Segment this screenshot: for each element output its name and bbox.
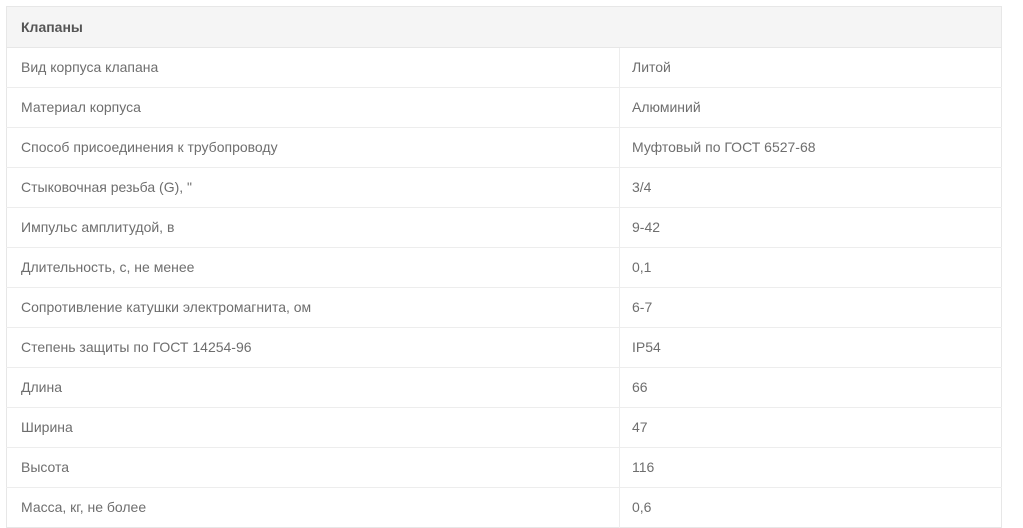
section-title: Клапаны: [6, 6, 1002, 48]
table-row: Длина 66: [6, 367, 1002, 408]
spec-name-cell: Материал корпуса: [6, 87, 620, 128]
spec-value-cell: 47: [619, 407, 1002, 448]
spec-value-cell: 0,1: [619, 247, 1002, 288]
spec-value-cell: 3/4: [619, 167, 1002, 208]
table-row: Ширина 47: [6, 407, 1002, 448]
specifications-table: Клапаны Вид корпуса клапана Литой Материал…: [6, 6, 1003, 528]
table-row: Импульс амплитудой, в 9-42: [6, 207, 1002, 248]
spec-name-cell: Длина: [6, 367, 620, 408]
spec-value-cell: Муфтовый по ГОСТ 6527-68: [619, 127, 1002, 168]
section-header-row: Клапаны: [6, 6, 1002, 48]
spec-value-cell: IP54: [619, 327, 1002, 368]
spec-name-cell: Сопротивление катушки электромагнита, ом: [6, 287, 620, 328]
spec-value-cell: 9-42: [619, 207, 1002, 248]
spec-name-cell: Степень защиты по ГОСТ 14254-96: [6, 327, 620, 368]
spec-value-cell: Алюминий: [619, 87, 1002, 128]
spec-value-cell: 66: [619, 367, 1002, 408]
table-row: Материал корпуса Алюминий: [6, 87, 1002, 128]
spec-name-cell: Стыковочная резьба (G), ": [6, 167, 620, 208]
table-row: Способ присоединения к трубопроводу Муфто…: [6, 127, 1002, 168]
spec-value-cell: Литой: [619, 47, 1002, 88]
table-row: Высота 116: [6, 447, 1002, 488]
table-body: Вид корпуса клапана Литой Материал корпуса…: [6, 47, 1002, 528]
spec-value-cell: 0,6: [619, 487, 1002, 528]
spec-name-cell: Импульс амплитудой, в: [6, 207, 620, 248]
table-row: Вид корпуса клапана Литой: [6, 47, 1002, 88]
table-header: Клапаны: [6, 6, 1002, 48]
table-row: Длительность, с, не менее 0,1: [6, 247, 1002, 288]
table-row: Масса, кг, не более 0,6: [6, 487, 1002, 528]
spec-name-cell: Ширина: [6, 407, 620, 448]
spec-name-cell: Длительность, с, не менее: [6, 247, 620, 288]
spec-name-cell: Масса, кг, не более: [6, 487, 620, 528]
spec-value-cell: 116: [619, 447, 1002, 488]
table-row: Сопротивление катушки электромагнита, ом…: [6, 287, 1002, 328]
table-row: Степень защиты по ГОСТ 14254-96 IP54: [6, 327, 1002, 368]
spec-value-cell: 6-7: [619, 287, 1002, 328]
spec-name-cell: Способ присоединения к трубопроводу: [6, 127, 620, 168]
spec-name-cell: Вид корпуса клапана: [6, 47, 620, 88]
table-row: Стыковочная резьба (G), " 3/4: [6, 167, 1002, 208]
spec-name-cell: Высота: [6, 447, 620, 488]
